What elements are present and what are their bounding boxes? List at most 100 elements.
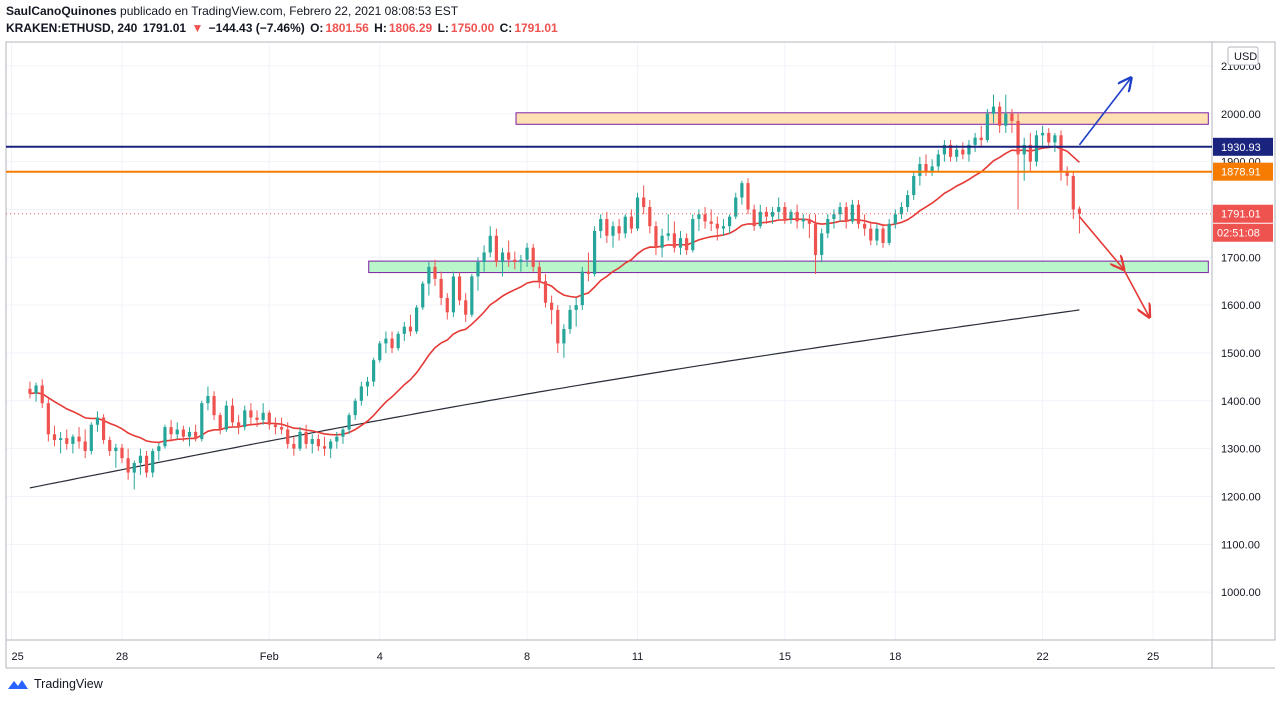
candle-body <box>998 106 1002 126</box>
candle-body <box>507 252 511 260</box>
support-tag-label: 1878.91 <box>1221 167 1261 179</box>
price-tick-label: 1600.00 <box>1221 300 1261 312</box>
open-value: 1801.56 <box>325 21 369 35</box>
candle-body <box>642 197 646 208</box>
candle-body <box>623 216 627 234</box>
chart-frame <box>5 41 1276 641</box>
time-tick-label: 28 <box>116 651 128 663</box>
time-tick-label: 11 <box>632 651 643 663</box>
candle-body <box>138 455 143 463</box>
candle-body <box>1028 144 1032 162</box>
candle-body <box>298 431 302 449</box>
last-price-tag <box>1213 204 1273 223</box>
candle-body <box>52 434 57 441</box>
price-tick-label: 2000.00 <box>1221 109 1261 121</box>
candle-body <box>905 195 910 208</box>
candle-body <box>777 207 781 212</box>
candle-body <box>1004 113 1008 126</box>
candle-body <box>414 307 419 332</box>
last-price: 1791.01 <box>142 21 187 35</box>
candle-body <box>1059 135 1063 172</box>
candle-body <box>286 429 290 444</box>
candle-body <box>918 163 922 176</box>
candle-body <box>936 154 940 167</box>
candle-body <box>783 207 787 220</box>
author-name[interactable]: SaulCanoQuinones <box>6 4 117 18</box>
tradingview-cloud-icon <box>8 680 28 689</box>
candle-body <box>163 427 167 447</box>
candle-body <box>120 447 124 459</box>
brand-name[interactable]: TradingView <box>34 677 103 691</box>
candle-body <box>144 455 149 473</box>
candle-body <box>353 400 357 416</box>
candle-body <box>807 219 811 224</box>
candle-body <box>832 214 836 220</box>
candle-body <box>678 238 683 248</box>
candle-body <box>795 211 799 222</box>
arrow-up <box>1078 78 1131 146</box>
support-zone <box>368 260 1209 274</box>
candle-body <box>304 431 308 444</box>
candle-body <box>28 388 32 394</box>
candle-body <box>322 446 327 449</box>
candle-body <box>746 183 750 210</box>
candle-body <box>1077 208 1082 214</box>
sma-line <box>29 309 1080 489</box>
candle-body <box>372 360 376 382</box>
candle-body <box>556 309 560 344</box>
price-tick-label: 1300.00 <box>1221 444 1261 456</box>
candle-body <box>605 219 609 236</box>
candle-body <box>421 283 425 308</box>
candle-body <box>893 214 897 224</box>
candle-body <box>562 329 566 344</box>
candle-body <box>869 228 873 241</box>
candle-body <box>599 219 603 231</box>
time-tick-label: Feb <box>260 651 279 663</box>
candle-body <box>758 211 762 227</box>
currency-label: USD <box>1234 51 1257 63</box>
candle-body <box>991 106 996 114</box>
candle-body <box>887 223 891 243</box>
candle-body <box>249 410 253 418</box>
candle-body <box>629 216 634 229</box>
candle-body <box>279 427 284 430</box>
candle-body <box>89 424 93 452</box>
candle-body <box>881 228 885 243</box>
candle-body <box>132 462 136 473</box>
candle-body <box>500 252 505 263</box>
candle-body <box>973 137 977 145</box>
candle-body <box>1041 132 1045 136</box>
candle-body <box>543 281 548 303</box>
candle-body <box>335 436 339 442</box>
candle-body <box>961 149 965 155</box>
candle-body <box>359 386 363 401</box>
price-tick-label: 1500.00 <box>1221 348 1261 360</box>
candle-body <box>789 211 793 220</box>
candle-body <box>384 338 388 344</box>
resistance-tag-label: 1930.93 <box>1221 142 1261 154</box>
candle-body <box>924 163 928 172</box>
candle-body <box>1034 135 1039 162</box>
candle-body <box>114 447 118 452</box>
candle-body <box>691 219 695 251</box>
low-label: L: <box>437 21 449 35</box>
candle-body <box>65 438 69 444</box>
currency-badge <box>1227 46 1259 66</box>
candle-body <box>445 297 449 313</box>
time-tick-label: 8 <box>524 651 530 663</box>
candle-body <box>267 412 271 425</box>
candle-body <box>482 252 486 263</box>
candle-body <box>95 417 100 425</box>
candle-body <box>568 309 572 330</box>
candle-body <box>525 247 529 260</box>
candle-body <box>378 343 382 361</box>
candle-body <box>728 216 732 227</box>
candle-body <box>838 207 842 215</box>
symbol-label[interactable]: KRAKEN:ETHUSD, 240 <box>6 21 138 35</box>
candle-body <box>365 381 370 387</box>
candle-body <box>697 214 701 220</box>
candle-body <box>59 438 63 441</box>
candle-body <box>157 446 161 452</box>
candle-body <box>396 333 400 349</box>
